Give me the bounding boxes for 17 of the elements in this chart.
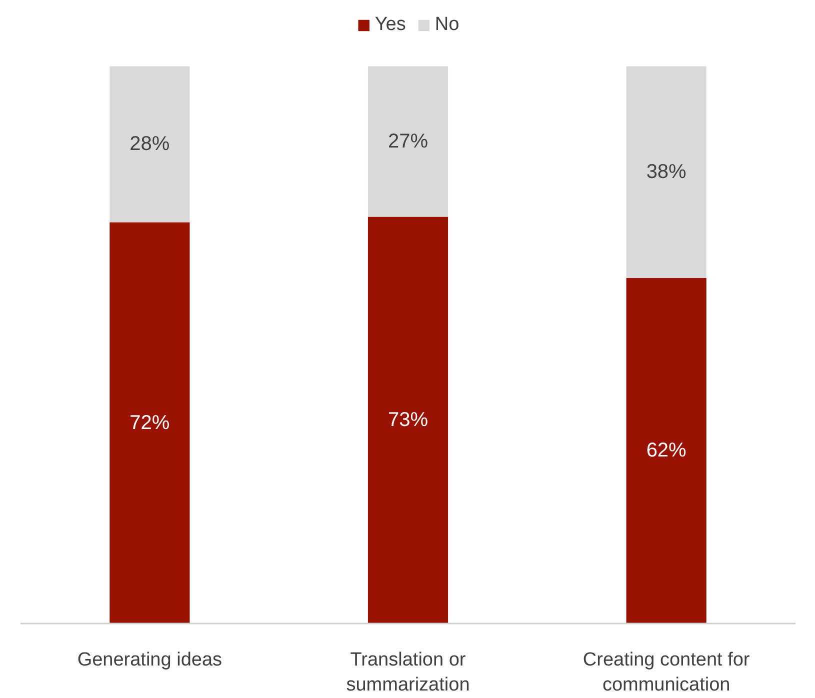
bar bbox=[110, 66, 190, 222]
data-label: 28% bbox=[130, 133, 170, 156]
data-label: 73% bbox=[388, 409, 428, 432]
legend-label: No bbox=[434, 14, 460, 36]
x-tick-label: Translation or summarization bbox=[346, 650, 470, 696]
bar bbox=[626, 66, 706, 278]
bar bbox=[626, 278, 706, 624]
data-label: 62% bbox=[646, 440, 687, 462]
bar bbox=[368, 66, 448, 217]
data-label: 27% bbox=[388, 130, 428, 152]
legend-label: Yes bbox=[374, 14, 406, 36]
bar bbox=[368, 216, 448, 624]
x-tick-label: Generating ideas bbox=[77, 650, 222, 670]
data-label: 38% bbox=[646, 161, 687, 184]
data-label: 72% bbox=[130, 412, 170, 434]
bar bbox=[110, 222, 190, 624]
x-tick-label: Creating content for communication bbox=[582, 650, 750, 696]
